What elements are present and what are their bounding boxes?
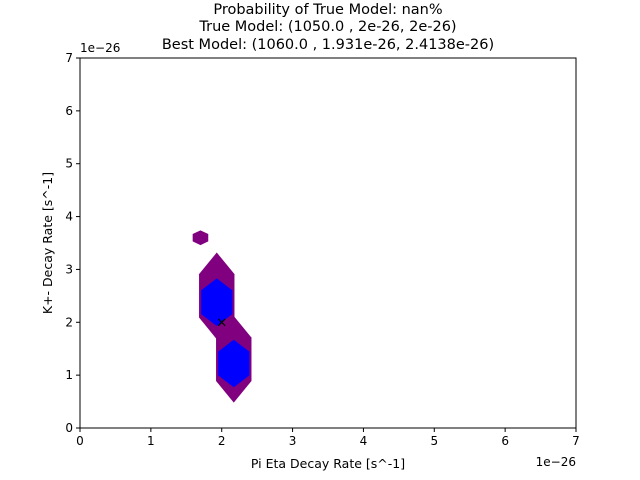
y-tick-label-4: 4 bbox=[65, 210, 73, 224]
y-axis-label: K+- Decay Rate [s^-1] bbox=[40, 172, 55, 314]
title-line-3: Best Model: (1060.0 , 1.931e-26, 2.4138e… bbox=[162, 37, 494, 53]
chart-title: Probability of True Model: nan% True Mod… bbox=[162, 2, 494, 53]
y-tick-label-6: 6 bbox=[65, 104, 73, 118]
y-tick-label-5: 5 bbox=[65, 157, 73, 171]
contour-region-outer-0 bbox=[192, 230, 209, 246]
x-tick-label-6: 6 bbox=[501, 434, 509, 448]
contour-region-inner-4 bbox=[218, 339, 250, 388]
contour-region-inner-3 bbox=[201, 278, 233, 326]
plot-area bbox=[80, 58, 576, 428]
title-line-2: True Model: (1050.0 , 2e-26, 2e-26) bbox=[198, 19, 456, 35]
x-tick-label-0: 0 bbox=[76, 434, 84, 448]
contour-regions bbox=[192, 230, 252, 403]
y-tick-label-3: 3 bbox=[65, 262, 73, 276]
x-tick-label-5: 5 bbox=[430, 434, 438, 448]
marker-layer bbox=[217, 318, 226, 327]
y-offset-label: 1e−26 bbox=[80, 41, 120, 55]
x-tick-label-1: 1 bbox=[147, 434, 155, 448]
x-tick-label-4: 4 bbox=[360, 434, 368, 448]
x-offset-label: 1e−26 bbox=[536, 455, 576, 469]
true-model-marker bbox=[217, 318, 226, 327]
x-axis-label: Pi Eta Decay Rate [s^-1] bbox=[251, 456, 405, 471]
y-tick-label-0: 0 bbox=[65, 421, 73, 435]
x-tick-label-3: 3 bbox=[289, 434, 297, 448]
y-tick-label-2: 2 bbox=[65, 315, 73, 329]
x-axis-ticks: 0 1 2 3 4 5 6 7 bbox=[76, 428, 580, 448]
y-tick-label-7: 7 bbox=[65, 51, 73, 65]
x-tick-label-2: 2 bbox=[218, 434, 226, 448]
plot-frame bbox=[79, 57, 577, 429]
y-tick-label-1: 1 bbox=[65, 368, 73, 382]
title-line-1: Probability of True Model: nan% bbox=[213, 2, 442, 18]
y-axis-ticks: 0 1 2 3 4 5 6 7 bbox=[65, 51, 80, 435]
x-tick-label-7: 7 bbox=[572, 434, 580, 448]
